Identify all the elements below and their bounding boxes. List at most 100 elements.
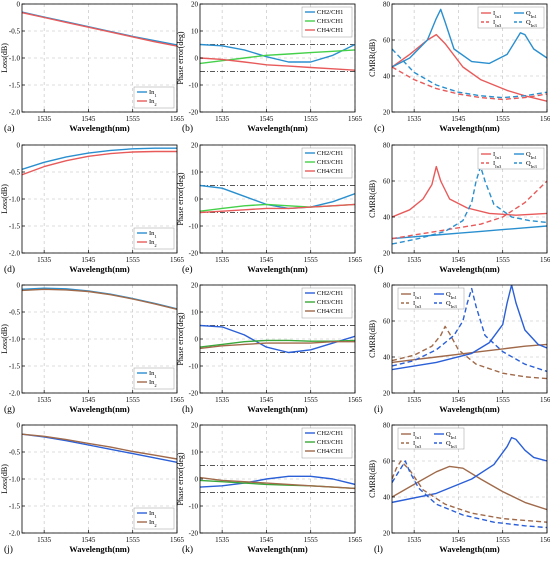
panel-label: (f) (374, 264, 384, 275)
y-tick-label: 20 (383, 390, 391, 398)
y-tick-label: -20 (189, 109, 199, 117)
series-line-in1 (22, 433, 177, 463)
series-line-ch2ch1 (200, 184, 355, 210)
y-axis-label: Phase error(deg) (176, 452, 185, 505)
y-axis-label: Loss(dB) (0, 43, 9, 73)
series-group (200, 43, 355, 71)
y-tick-label: 40 (383, 73, 391, 81)
y-tick-label: 0 (17, 282, 21, 290)
x-axis-label: Wavelength(nm) (247, 123, 308, 133)
y-tick-label: -10 (189, 82, 199, 90)
x-tick-label: 1565 (170, 115, 185, 123)
y-tick-label: 0 (17, 422, 21, 430)
series-group (200, 184, 355, 214)
legend-label: IIn1 (493, 10, 501, 19)
x-axis-label: Wavelength(nm) (69, 404, 130, 414)
x-tick-label: 1545 (451, 536, 466, 544)
y-tick-label: 40 (383, 214, 391, 222)
legend-label: IIn1 (493, 151, 501, 160)
x-tick-label: 1545 (451, 115, 466, 123)
y-axis-label: CMRR(dB) (368, 180, 377, 218)
plot-frame (391, 284, 548, 394)
y-tick-label: 20 (191, 282, 199, 290)
x-axis-label: Wavelength(nm) (69, 544, 130, 554)
legend-label: CH3/CH1 (317, 439, 343, 446)
y-tick-label: 20 (191, 422, 199, 430)
x-tick-label: 1535 (37, 536, 52, 544)
x-tick-label: 1545 (81, 256, 96, 264)
x-tick-label: 1555 (304, 536, 319, 544)
y-tick-label: -2.0 (9, 250, 21, 258)
panel-f: 1535 1545 1555 1565 80 60 40 20 Wavelength(nm) CM… (368, 142, 550, 276)
x-tick-label: 1535 (215, 256, 230, 264)
x-tick-label: 1565 (540, 256, 550, 264)
panel-label: (l) (374, 544, 383, 555)
legend-label: IIn3 (493, 19, 502, 28)
y-tick-label: -0.5 (9, 309, 21, 317)
series-group (22, 11, 177, 47)
legend-label: CH2/CH1 (317, 430, 343, 437)
series-line-iin1 (392, 165, 547, 218)
series-line-iin3 (392, 325, 547, 380)
x-axis-label: Wavelength(nm) (439, 264, 500, 274)
y-tick-label: 40 (383, 354, 391, 362)
legend-label: QIn3 (446, 300, 457, 309)
legend-label: QIn3 (446, 440, 457, 449)
y-axis-label: Loss(dB) (0, 324, 9, 354)
x-tick-label: 1565 (348, 396, 363, 404)
panel-label: (a) (4, 123, 15, 134)
series-line-qin3 (392, 165, 547, 245)
legend-label: In2 (149, 379, 157, 388)
x-axis-label: Wavelength(nm) (439, 544, 500, 554)
x-tick-label: 1545 (259, 256, 274, 264)
y-tick-label: -20 (189, 250, 199, 258)
legend-label: CH3/CH1 (317, 159, 343, 166)
series-line-iin1 (392, 465, 547, 511)
y-tick-label: 10 (191, 449, 199, 457)
x-axis-label: Wavelength(nm) (69, 264, 130, 274)
series-line-qin1 (392, 436, 547, 504)
panel-d: 1535 1545 1555 1565 0 -0.5 -1.0 -1.5 -2.0 Wavelen… (0, 142, 185, 276)
series-line-iin1 (392, 33, 547, 102)
y-tick-label: 20 (383, 109, 391, 117)
legend-box (477, 6, 545, 29)
x-tick-label: 1535 (407, 536, 422, 544)
y-tick-label: -0.5 (9, 28, 21, 36)
x-tick-label: 1565 (170, 536, 185, 544)
legend-label: In2 (149, 239, 157, 248)
x-tick-label: 1545 (81, 536, 96, 544)
x-tick-label: 1535 (37, 256, 52, 264)
panel-label: (j) (4, 544, 13, 555)
series-line-ch4ch1 (200, 57, 355, 71)
series-line-iin3 (392, 66, 547, 101)
legend-label: IIn1 (413, 291, 421, 300)
y-tick-label: 60 (383, 318, 391, 326)
y-tick-label: 60 (383, 458, 391, 466)
series-line-ch2ch1 (200, 43, 355, 63)
y-tick-label: -1.0 (9, 476, 21, 484)
y-tick-label: 20 (191, 1, 199, 9)
y-tick-label: 60 (383, 37, 391, 45)
legend-box (397, 287, 465, 310)
x-axis-label: Wavelength(nm) (69, 123, 130, 133)
y-tick-label: 0 (17, 142, 21, 150)
y-tick-label: -10 (189, 503, 199, 511)
x-tick-label: 1535 (37, 396, 52, 404)
legend-label: CH2/CH1 (317, 9, 343, 16)
panel-label: (k) (182, 544, 193, 555)
plot-frame (391, 3, 548, 113)
panel-label: (i) (374, 404, 383, 415)
series-group (392, 285, 547, 380)
series-line-iin3 (392, 460, 547, 523)
x-tick-label: 1535 (407, 396, 422, 404)
y-tick-label: -2.0 (9, 530, 21, 538)
x-tick-label: 1535 (215, 396, 230, 404)
panel-e: 1535 1545 1555 1565 20 10 0 -10 -20 Wavelength(nm… (176, 142, 363, 276)
x-tick-label: 1565 (348, 536, 363, 544)
panel-g: 1535 1545 1555 1565 0 -0.5 -1.0 -1.5 -2.0 Wavelen… (0, 282, 185, 416)
plot-frame (391, 144, 548, 254)
series-line-in1 (22, 147, 177, 170)
y-tick-label: 20 (191, 142, 199, 150)
y-tick-label: 10 (191, 169, 199, 177)
